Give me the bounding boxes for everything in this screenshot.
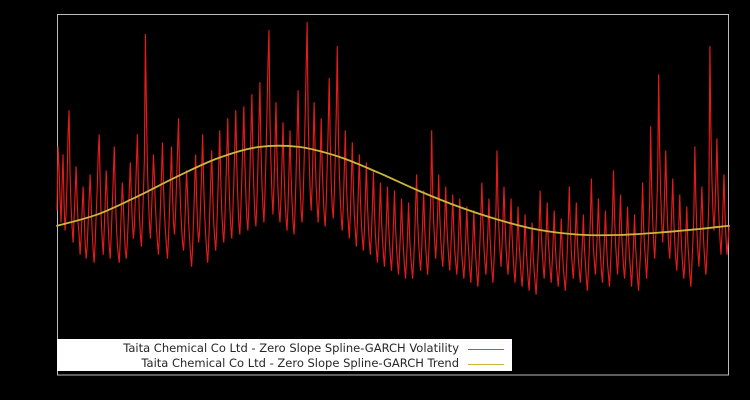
legend-line-swatch-icon <box>468 348 504 350</box>
legend-label-trend: Taita Chemical Co Ltd - Zero Slope Splin… <box>141 356 459 371</box>
legend-line-swatch-icon <box>468 363 504 365</box>
legend-item-volatility: Taita Chemical Co Ltd - Zero Slope Splin… <box>57 341 512 357</box>
chart-legend: Taita Chemical Co Ltd - Zero Slope Splin… <box>57 339 512 371</box>
series-volatility-line <box>56 22 730 295</box>
legend-item-trend: Taita Chemical Co Ltd - Zero Slope Splin… <box>57 356 512 372</box>
legend-label-volatility: Taita Chemical Co Ltd - Zero Slope Splin… <box>123 341 459 356</box>
series-trend-line <box>56 144 730 237</box>
